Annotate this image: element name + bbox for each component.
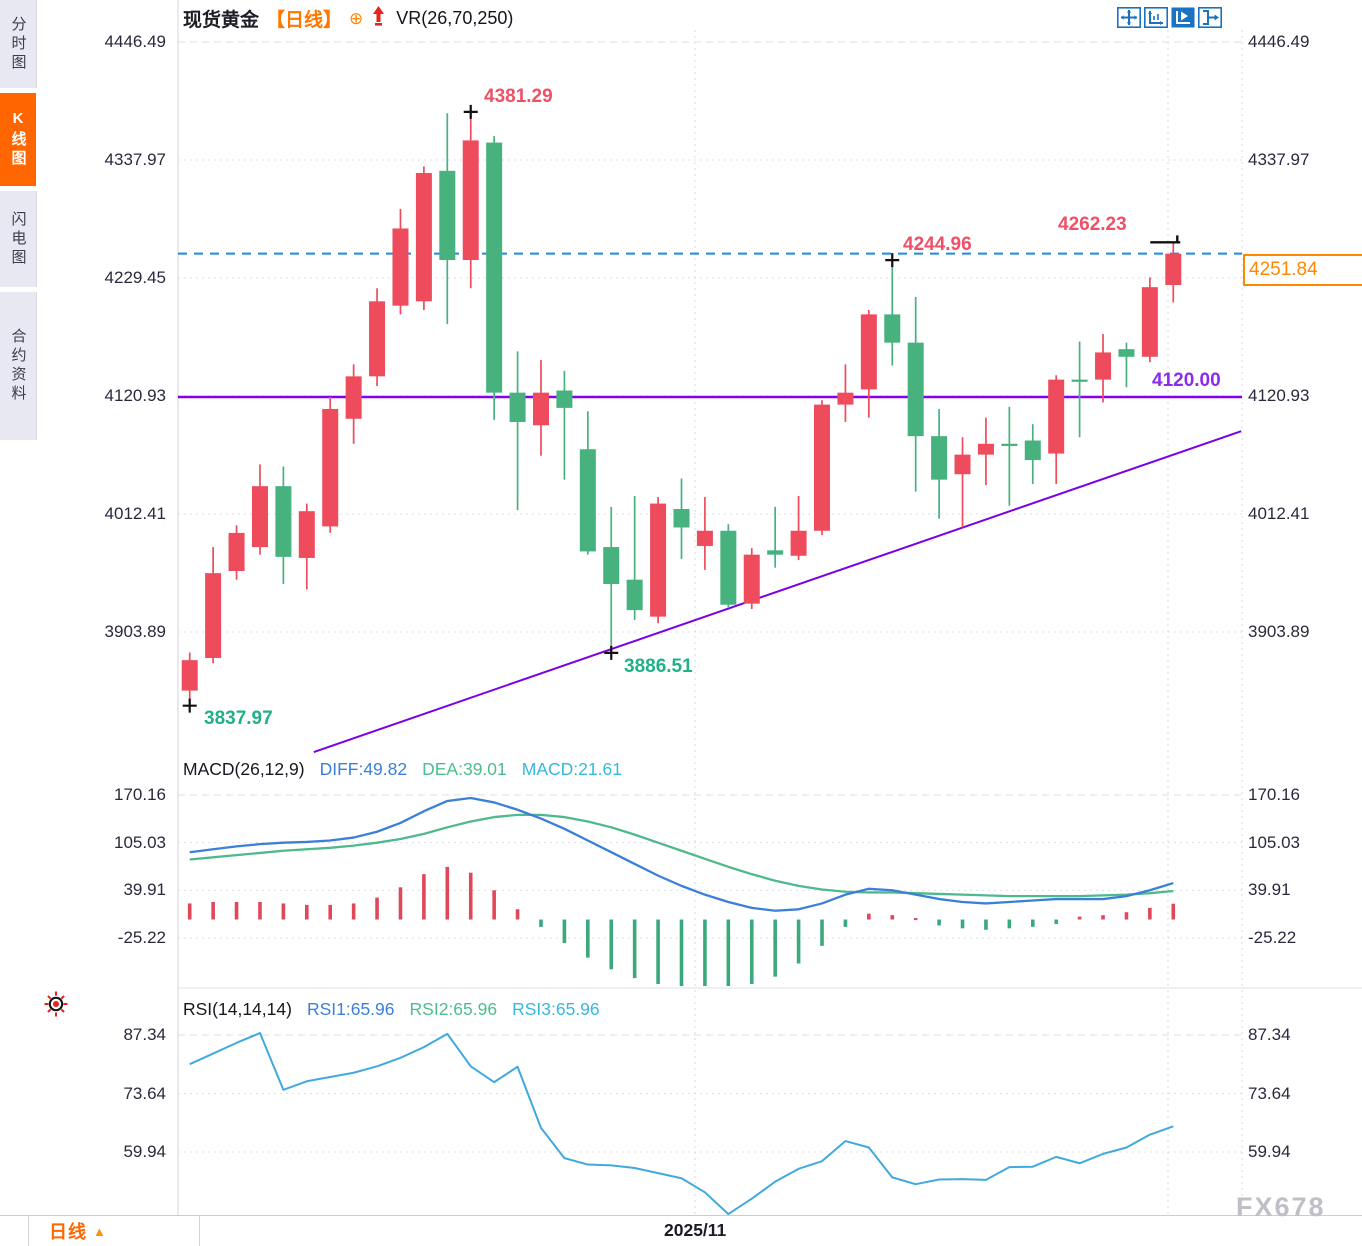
axis-tick-label: 4120.93 <box>1248 386 1310 405</box>
rsi-title[interactable]: RSI(14,14,14) <box>183 999 292 1019</box>
macd-macd-value: MACD:21.61 <box>521 759 622 779</box>
axis-tick-label: 105.03 <box>1248 832 1300 852</box>
axis-tick-label: 59.94 <box>1248 1142 1291 1161</box>
axis-tick-label: 105.03 <box>114 832 166 852</box>
axis-tick-label: -25.22 <box>117 928 166 947</box>
axis-tick-label: 4446.49 <box>104 32 166 51</box>
axis-range-icon[interactable] <box>1144 7 1168 28</box>
rsi2-value: RSI2:65.96 <box>409 999 498 1019</box>
period-label: 日线 <box>49 1222 87 1242</box>
sidebar-tab-kline-chart[interactable]: K线图 <box>0 93 36 186</box>
sun-indicator-icon[interactable] <box>41 988 71 1020</box>
axis-tick-label: 73.64 <box>1248 1083 1291 1103</box>
axis-tick-label: 4120.93 <box>104 386 166 405</box>
globe-plus-icon[interactable]: ⊕ <box>349 8 364 28</box>
macd-dea-value: DEA:39.01 <box>422 759 507 779</box>
bottom-bar: 日线 ▲ 2025/11 <box>0 1215 1362 1246</box>
axis-tick-label: 39.91 <box>123 880 166 900</box>
axis-tick-label: 4337.97 <box>104 150 166 169</box>
axis-tick-label: 59.94 <box>123 1142 166 1161</box>
annotation-low-3886: 3886.51 <box>624 656 693 677</box>
axis-tick-label: 3903.89 <box>1248 622 1310 641</box>
sidebar-tab-flash-chart[interactable]: 闪电图 <box>0 191 37 287</box>
main-indicator-label: VR(26,70,250) <box>396 7 514 28</box>
x-axis-date-label: 2025/11 <box>664 1220 727 1240</box>
axis-tick-label: 39.91 <box>1248 880 1291 900</box>
annotation-high-4244: 4244.96 <box>903 234 972 255</box>
chart-toolbar <box>1117 7 1222 28</box>
rsi3-value: RSI3:65.96 <box>512 999 600 1019</box>
period-arrow-icon: ▲ <box>93 1223 106 1239</box>
axis-tick-label: 170.16 <box>1248 785 1300 804</box>
axis-tick-label: 4446.49 <box>1248 32 1310 51</box>
rsi-header: RSI(14,14,14) RSI1:65.96 RSI2:65.96 RSI3… <box>183 999 600 1020</box>
exit-right-icon[interactable] <box>1198 7 1222 28</box>
last-price-badge: 4251.84 <box>1243 254 1362 286</box>
sidebar-tab-time-chart[interactable]: 分时图 <box>0 0 37 88</box>
macd-header: MACD(26,12,9) DIFF:49.82 DEA:39.01 MACD:… <box>183 759 622 780</box>
axis-tick-label: 4012.41 <box>1248 504 1310 523</box>
annotation-high-4262: 4262.23 <box>1058 214 1127 235</box>
annotation-high-4381: 4381.29 <box>484 86 553 107</box>
macd-diff-value: DIFF:49.82 <box>319 759 408 779</box>
annotation-low-3837: 3837.97 <box>204 708 273 729</box>
axis-tick-label: 87.34 <box>1248 1025 1291 1044</box>
axis-tick-label: 4337.97 <box>1248 150 1310 169</box>
axis-tick-label: 4012.41 <box>104 504 166 523</box>
period-selector[interactable]: 日线 ▲ <box>28 1216 200 1246</box>
axis-tick-label: 4229.45 <box>104 268 166 287</box>
period-tag: 【日线】 <box>266 9 343 31</box>
axis-play-icon[interactable] <box>1171 7 1195 28</box>
axis-tick-label: 73.64 <box>123 1083 166 1103</box>
macd-title[interactable]: MACD(26,12,9) <box>183 759 305 779</box>
symbol-name: 现货黄金 <box>183 9 260 31</box>
fx678-watermark: FX678 <box>1236 1192 1326 1222</box>
sidebar: 分时图 K线图 闪电图 合约资料 <box>0 0 37 1215</box>
axis-tick-label: -25.22 <box>1248 928 1297 947</box>
axis-tick-label: 87.34 <box>123 1025 166 1044</box>
axis-tick-label: 170.16 <box>114 785 166 804</box>
sidebar-tab-contract-info[interactable]: 合约资料 <box>0 292 37 440</box>
chart-title-row: 现货黄金 【日线】 ⊕ VR(26,70,250) <box>183 5 513 31</box>
rsi1-value: RSI1:65.96 <box>306 999 395 1019</box>
crosshair-move-icon[interactable] <box>1117 7 1141 28</box>
annotation-level-4120: 4120.00 <box>1152 370 1221 391</box>
axis-tick-label: 3903.89 <box>104 622 166 641</box>
arrow-up-icon <box>370 4 387 33</box>
